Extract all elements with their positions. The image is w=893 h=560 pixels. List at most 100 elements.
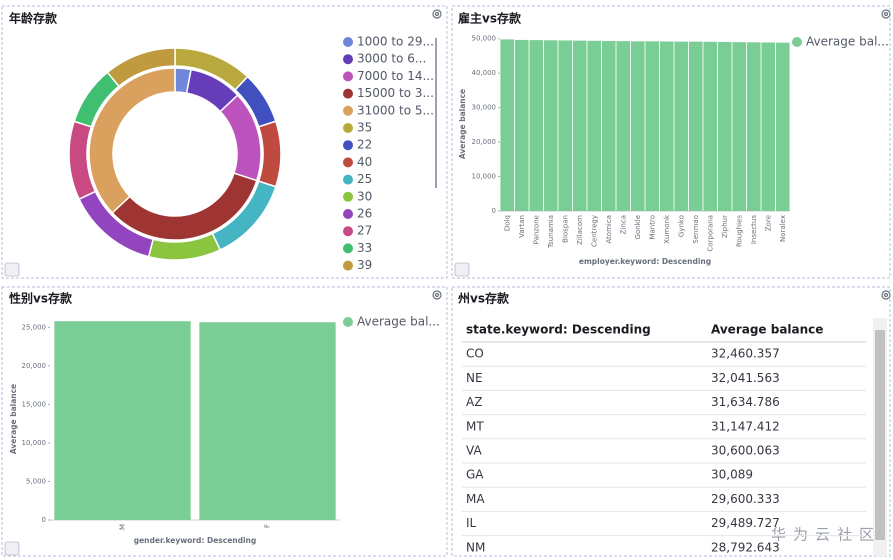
bar	[616, 41, 631, 211]
legend-label: 22	[357, 138, 372, 152]
legend-swatch	[343, 105, 353, 116]
bar	[500, 39, 515, 211]
bar	[717, 41, 732, 212]
x-tick-label: Corporana	[706, 215, 714, 252]
table-cell: 29,489.727	[711, 516, 780, 530]
x-tick-label: Gonkle	[634, 215, 642, 239]
y-tick-label: 20,000	[22, 362, 47, 370]
bar	[775, 42, 790, 211]
panel-title: 性别vs存款	[8, 291, 73, 306]
table-cell: GA	[466, 468, 484, 482]
bar	[674, 41, 689, 211]
watermark: 华为云社区	[771, 526, 881, 544]
x-tick-label: Gynko	[677, 215, 685, 237]
y-axis-title: Average balance	[9, 384, 18, 454]
legend-swatch	[343, 37, 353, 47]
table-cell: 29,600.333	[711, 492, 780, 506]
legend: 1000 to 29... 3000 to 6... 7000 to 14... 15…	[343, 35, 434, 272]
table-cell: 32,460.357	[711, 347, 780, 361]
table-cell: VA	[466, 444, 482, 458]
y-axis-title: Average balance	[458, 89, 467, 159]
legend-swatch	[343, 123, 353, 133]
x-tick-label: Insectus	[750, 215, 758, 244]
bar	[688, 41, 703, 211]
x-tick-label: Mantro	[648, 215, 656, 240]
table-cell: AZ	[466, 395, 482, 409]
bar	[659, 41, 674, 212]
table-cell: IL	[466, 516, 477, 530]
table-cell: 31,147.412	[711, 419, 780, 433]
table-cell: CO	[466, 347, 484, 361]
bar	[587, 40, 602, 211]
table-cell: 31,634.786	[711, 395, 780, 409]
bar	[703, 41, 718, 211]
donut-slice	[106, 47, 176, 88]
legend-swatch	[343, 191, 353, 202]
bar	[572, 40, 587, 211]
bar	[54, 321, 191, 520]
bar	[746, 42, 761, 212]
gear-icon[interactable]	[432, 9, 891, 300]
x-tick-label: Roughies	[735, 215, 743, 247]
x-axis-title: employer.keyword: Descending	[579, 257, 711, 266]
table-cell: MT	[466, 419, 484, 433]
table-cell: 32,041.563	[711, 371, 780, 385]
table-cell: NM	[466, 540, 485, 554]
panel-title: 雇主vs存款	[458, 11, 522, 26]
x-tick-label: Zinca	[619, 215, 627, 234]
table-cell: 30,600.063	[711, 444, 780, 458]
legend-label: Average bal...	[806, 35, 889, 49]
x-tick-label: Zillacom	[576, 215, 584, 245]
column-header: Average balance	[711, 323, 823, 337]
legend-toggle[interactable]	[4, 262, 470, 556]
legend-label: 1000 to 29...	[357, 35, 434, 49]
y-tick-label: 30,000	[472, 104, 497, 112]
x-tick-label: Atomica	[605, 215, 613, 244]
x-tick-label: Biospan	[561, 215, 569, 243]
x-tick-label: Xumonk	[663, 214, 671, 244]
table-cell: 28,792.643	[711, 540, 780, 554]
y-tick-label: 0	[492, 207, 496, 215]
x-tick-label: Vartan	[518, 215, 526, 238]
y-tick-label: 10,000	[472, 173, 497, 181]
bar	[529, 40, 544, 212]
legend-label: 30	[357, 189, 372, 203]
legend-label: 40	[357, 155, 372, 169]
y-tick-label: 25,000	[22, 323, 47, 331]
legend-label: 39	[357, 258, 372, 272]
legend-swatch	[343, 54, 353, 65]
legend-label: 25	[357, 172, 372, 186]
y-tick-label: 20,000	[472, 138, 497, 146]
table: state.keyword: Descending Average balance…	[462, 323, 866, 554]
legend-label: 33	[357, 241, 372, 255]
x-tick-label: Panzone	[532, 215, 540, 244]
donut-slice	[88, 67, 176, 214]
x-tick-label: F	[264, 524, 272, 528]
legend-label: 7000 to 14...	[357, 69, 434, 83]
panel-title: 州vs存款	[457, 291, 510, 306]
x-tick-label: M	[119, 524, 127, 530]
legend-swatch	[343, 157, 353, 168]
y-tick-label: 0	[42, 516, 46, 524]
legend-label: 31000 to 5...	[357, 103, 434, 117]
x-tick-label: Senmao	[692, 215, 700, 244]
y-tick-label: 10,000	[22, 439, 47, 447]
x-tick-label: Centregy	[590, 215, 598, 247]
y-tick-label: 40,000	[472, 69, 497, 77]
bar	[630, 41, 645, 211]
legend-swatch	[343, 317, 353, 327]
bar	[601, 40, 616, 212]
bar	[732, 42, 747, 211]
legend-swatch	[343, 174, 353, 185]
x-tick-label: Dolq	[503, 215, 511, 231]
table-cell: 30,089	[711, 468, 753, 482]
bar	[645, 41, 660, 211]
scrollbar-thumb[interactable]	[875, 330, 885, 540]
x-axis-title: gender.keyword: Descending	[134, 536, 257, 545]
y-tick-label: 50,000	[472, 35, 497, 43]
x-tick-label: Noralex	[779, 215, 787, 242]
legend-swatch	[792, 37, 802, 47]
column-header: state.keyword: Descending	[466, 323, 651, 337]
y-tick-label: 5,000	[26, 477, 46, 485]
